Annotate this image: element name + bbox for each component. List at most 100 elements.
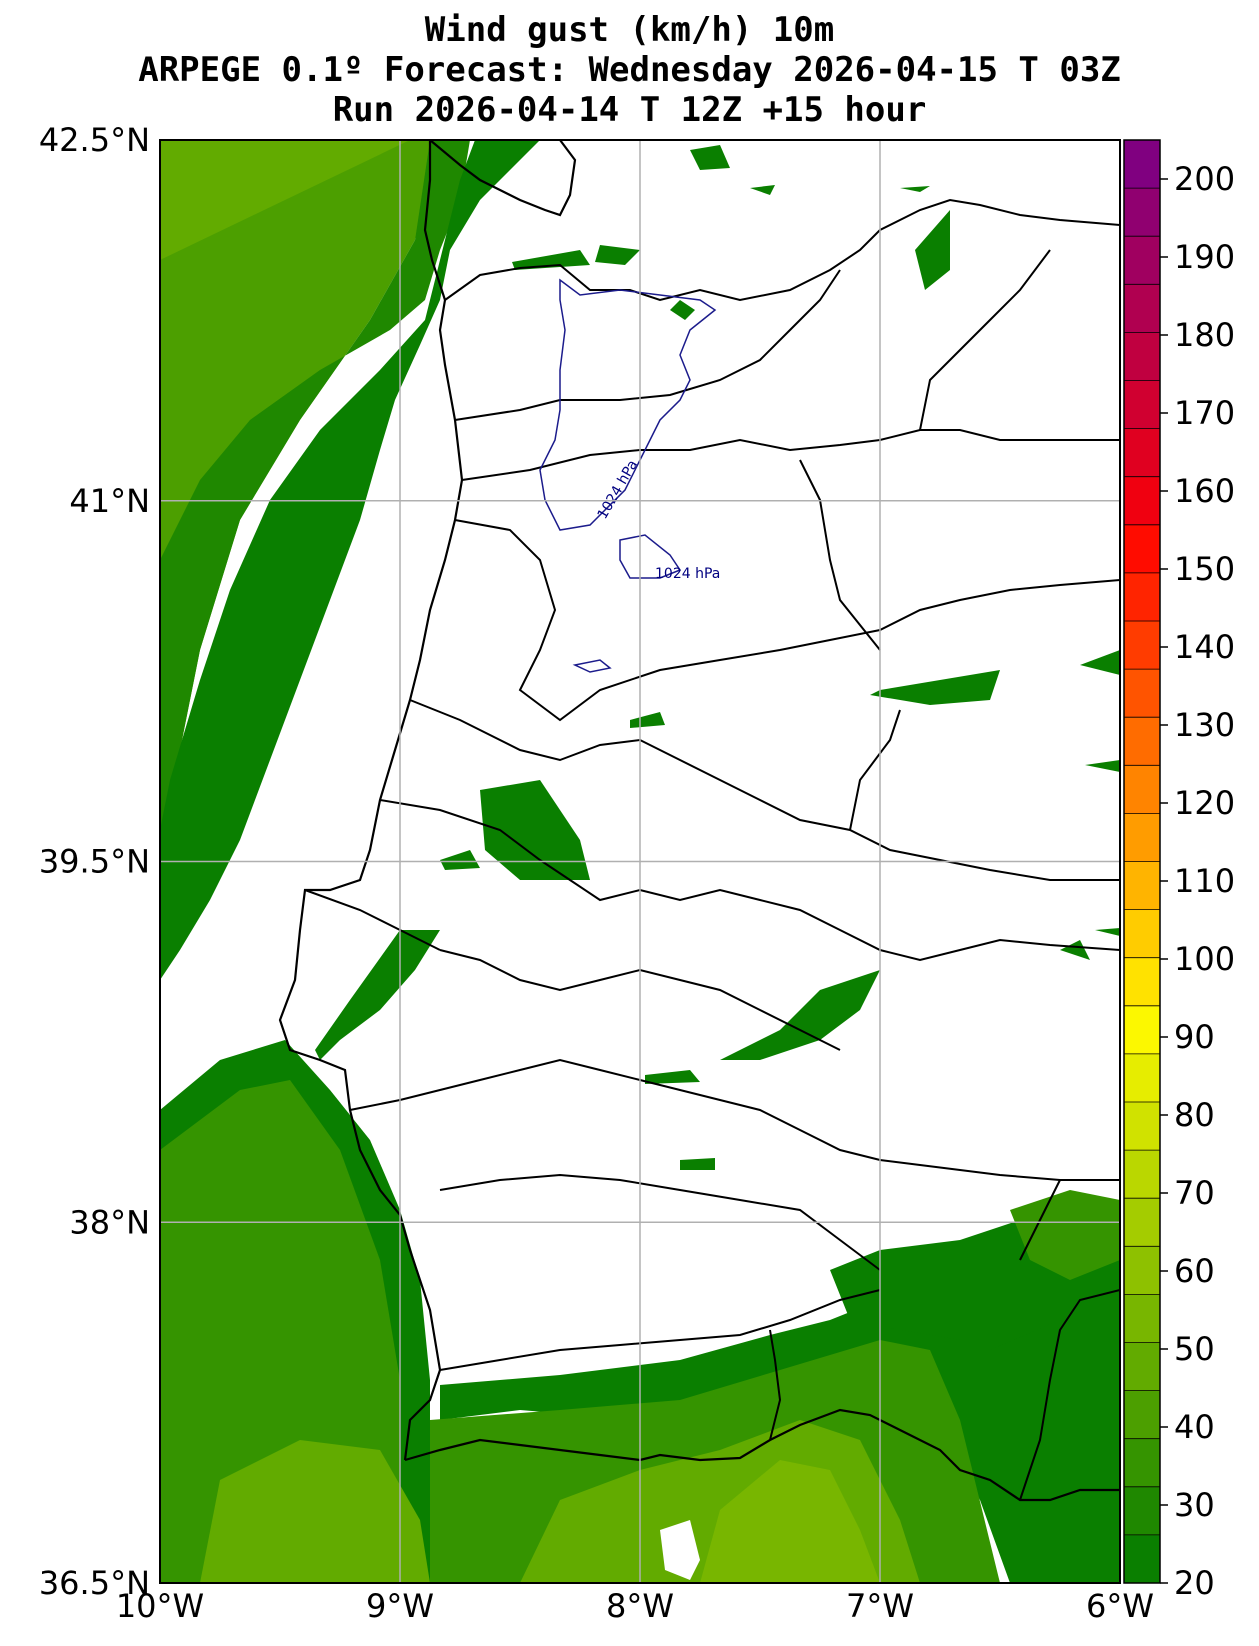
- colorbar-label: 30: [1174, 1486, 1215, 1524]
- lat-tick-label: 39.5°N: [39, 843, 150, 881]
- title-line-1: Wind gust (km/h) 10m: [424, 10, 835, 50]
- colorbar-label: 40: [1174, 1408, 1215, 1446]
- latitude-labels: 42.5°N 41°N 39.5°N 38°N 36.5°N: [39, 121, 150, 1602]
- offshore-gust-band-dark: [160, 140, 470, 830]
- inland-gust-patch-15: [690, 145, 730, 170]
- lat-tick-label: 38°N: [69, 1203, 150, 1241]
- colorbar-swatch: [1124, 524, 1160, 574]
- colorbar-label: 80: [1174, 1096, 1215, 1134]
- colorbar-label: 200: [1174, 160, 1235, 198]
- colorbar-swatch: [1124, 1198, 1160, 1247]
- colorbar-label: 110: [1174, 862, 1235, 900]
- coastline-north: [429, 140, 577, 217]
- colorbar-swatch: [1124, 669, 1160, 718]
- colorbar-label: 170: [1174, 394, 1235, 432]
- gulf-cadiz-gust-lighter: [700, 1460, 880, 1583]
- colorbar-swatch: [1124, 236, 1160, 285]
- colorbar-label: 140: [1174, 628, 1235, 666]
- colorbar-swatch: [1124, 909, 1160, 959]
- inland-gust-patch-11: [645, 1070, 700, 1084]
- wind-field: 1024 hPa 1024 hPa: [160, 140, 1120, 1583]
- inland-gust-patch-13: [1060, 940, 1090, 960]
- colorbar-swatch: [1124, 765, 1160, 814]
- southeast-gust-patch-mid: [1010, 1190, 1120, 1280]
- colorbar-swatch: [1124, 1534, 1160, 1584]
- colorbar-swatch: [1124, 572, 1160, 622]
- colorbar-swatch: [1124, 1486, 1160, 1536]
- colorbar-swatch: [1124, 861, 1160, 911]
- colorbar-swatch: [1124, 717, 1160, 766]
- colorbar-label: 150: [1174, 550, 1235, 588]
- coastline-west: [278, 140, 464, 1461]
- offshore-gust-south-light: [200, 1440, 430, 1583]
- colorbar-swatch: [1124, 476, 1160, 526]
- colorbar-label: 120: [1174, 784, 1235, 822]
- lon-tick-label: 10°W: [116, 1587, 204, 1625]
- lat-tick-label: 36.5°N: [39, 1564, 150, 1602]
- colorbar-swatch: [1124, 188, 1160, 237]
- inland-gust-patch-7: [595, 245, 640, 265]
- title-line-2: ARPEGE 0.1º Forecast: Wednesday 2026-04-…: [138, 50, 1121, 90]
- inland-gust-patch-19: [1095, 928, 1120, 936]
- colorbar-label: 130: [1174, 706, 1235, 744]
- lon-tick-label: 9°W: [366, 1587, 434, 1625]
- colorbar-swatch: [1124, 621, 1160, 670]
- colorbar-label: 50: [1174, 1330, 1215, 1368]
- inland-gust-patch-1: [480, 780, 590, 880]
- isobar-label-2: 1024 hPa: [655, 566, 720, 582]
- inland-gust-patch-18: [680, 1158, 715, 1170]
- title-line-3: Run 2026-04-14 T 12Z +15 hour: [332, 90, 927, 130]
- colorbar-frame: [1123, 139, 1161, 1584]
- coastline-south: [404, 1408, 1120, 1502]
- inland-gust-patch-14: [1085, 760, 1120, 772]
- inland-gust-patch-8: [670, 300, 695, 320]
- colorbar-label: 60: [1174, 1252, 1215, 1290]
- cadiz-island: [660, 1520, 700, 1580]
- colorbar-swatch: [1124, 1102, 1160, 1151]
- lon-tick-label: 8°W: [606, 1587, 674, 1625]
- longitude-labels: 10°W 9°W 8°W 7°W 6°W: [116, 1587, 1154, 1625]
- colorbar-label: 180: [1174, 316, 1235, 354]
- colorbar-label: 90: [1174, 1018, 1215, 1056]
- colorbar-swatch: [1124, 332, 1160, 381]
- colorbar-label: 70: [1174, 1174, 1215, 1212]
- offshore-gust-band-mid: [160, 140, 430, 820]
- inland-gust-patch-10: [630, 712, 665, 728]
- colorbar: 20 30 40 50 60 70 80 90 100 110 120 130 140 150 160 170…: [1123, 139, 1235, 1602]
- inland-gust-patch-6: [512, 250, 590, 270]
- colorbar-swatch: [1124, 813, 1160, 862]
- inland-gust-patch-3: [720, 970, 880, 1060]
- colorbar-swatch: [1124, 1438, 1160, 1488]
- gridlines: [160, 140, 1120, 1583]
- colorbar-swatch: [1124, 1005, 1160, 1055]
- colorbar-label: 100: [1174, 940, 1235, 978]
- lon-tick-label: 6°W: [1086, 1587, 1154, 1625]
- colorbar-swatch: [1124, 1246, 1160, 1295]
- colorbar-swatch: [1124, 1294, 1160, 1343]
- colorbar-swatch: [1124, 380, 1160, 430]
- inland-gust-patch-2: [315, 930, 440, 1060]
- colorbar-label: 160: [1174, 472, 1235, 510]
- colorbar-label: 190: [1174, 238, 1235, 276]
- colorbar-swatch: [1124, 1390, 1160, 1440]
- colorbar-swatch: [1124, 1053, 1160, 1103]
- colorbar-label: 20: [1174, 1564, 1215, 1602]
- colorbar-swatch: [1124, 284, 1160, 333]
- colorbar-swatch: [1124, 957, 1160, 1007]
- inland-gust-patch-9: [440, 850, 480, 870]
- inland-gust-patch-4: [870, 670, 1000, 705]
- lon-tick-label: 7°W: [846, 1587, 914, 1625]
- inland-gust-patch-17: [900, 186, 930, 192]
- lat-tick-label: 41°N: [69, 482, 150, 520]
- inland-gust-patch-12: [1080, 650, 1120, 675]
- inland-gust-patch-16: [750, 185, 775, 195]
- offshore-gust-west-coast: [160, 140, 540, 980]
- lat-tick-label: 42.5°N: [39, 121, 150, 159]
- colorbar-swatch: [1124, 1150, 1160, 1199]
- colorbar-swatch: [1124, 428, 1160, 478]
- admin-borders: [304, 198, 1120, 1501]
- inland-gust-patch-5: [915, 210, 950, 290]
- map-frame: [159, 139, 1121, 1584]
- colorbar-swatch: [1124, 140, 1160, 189]
